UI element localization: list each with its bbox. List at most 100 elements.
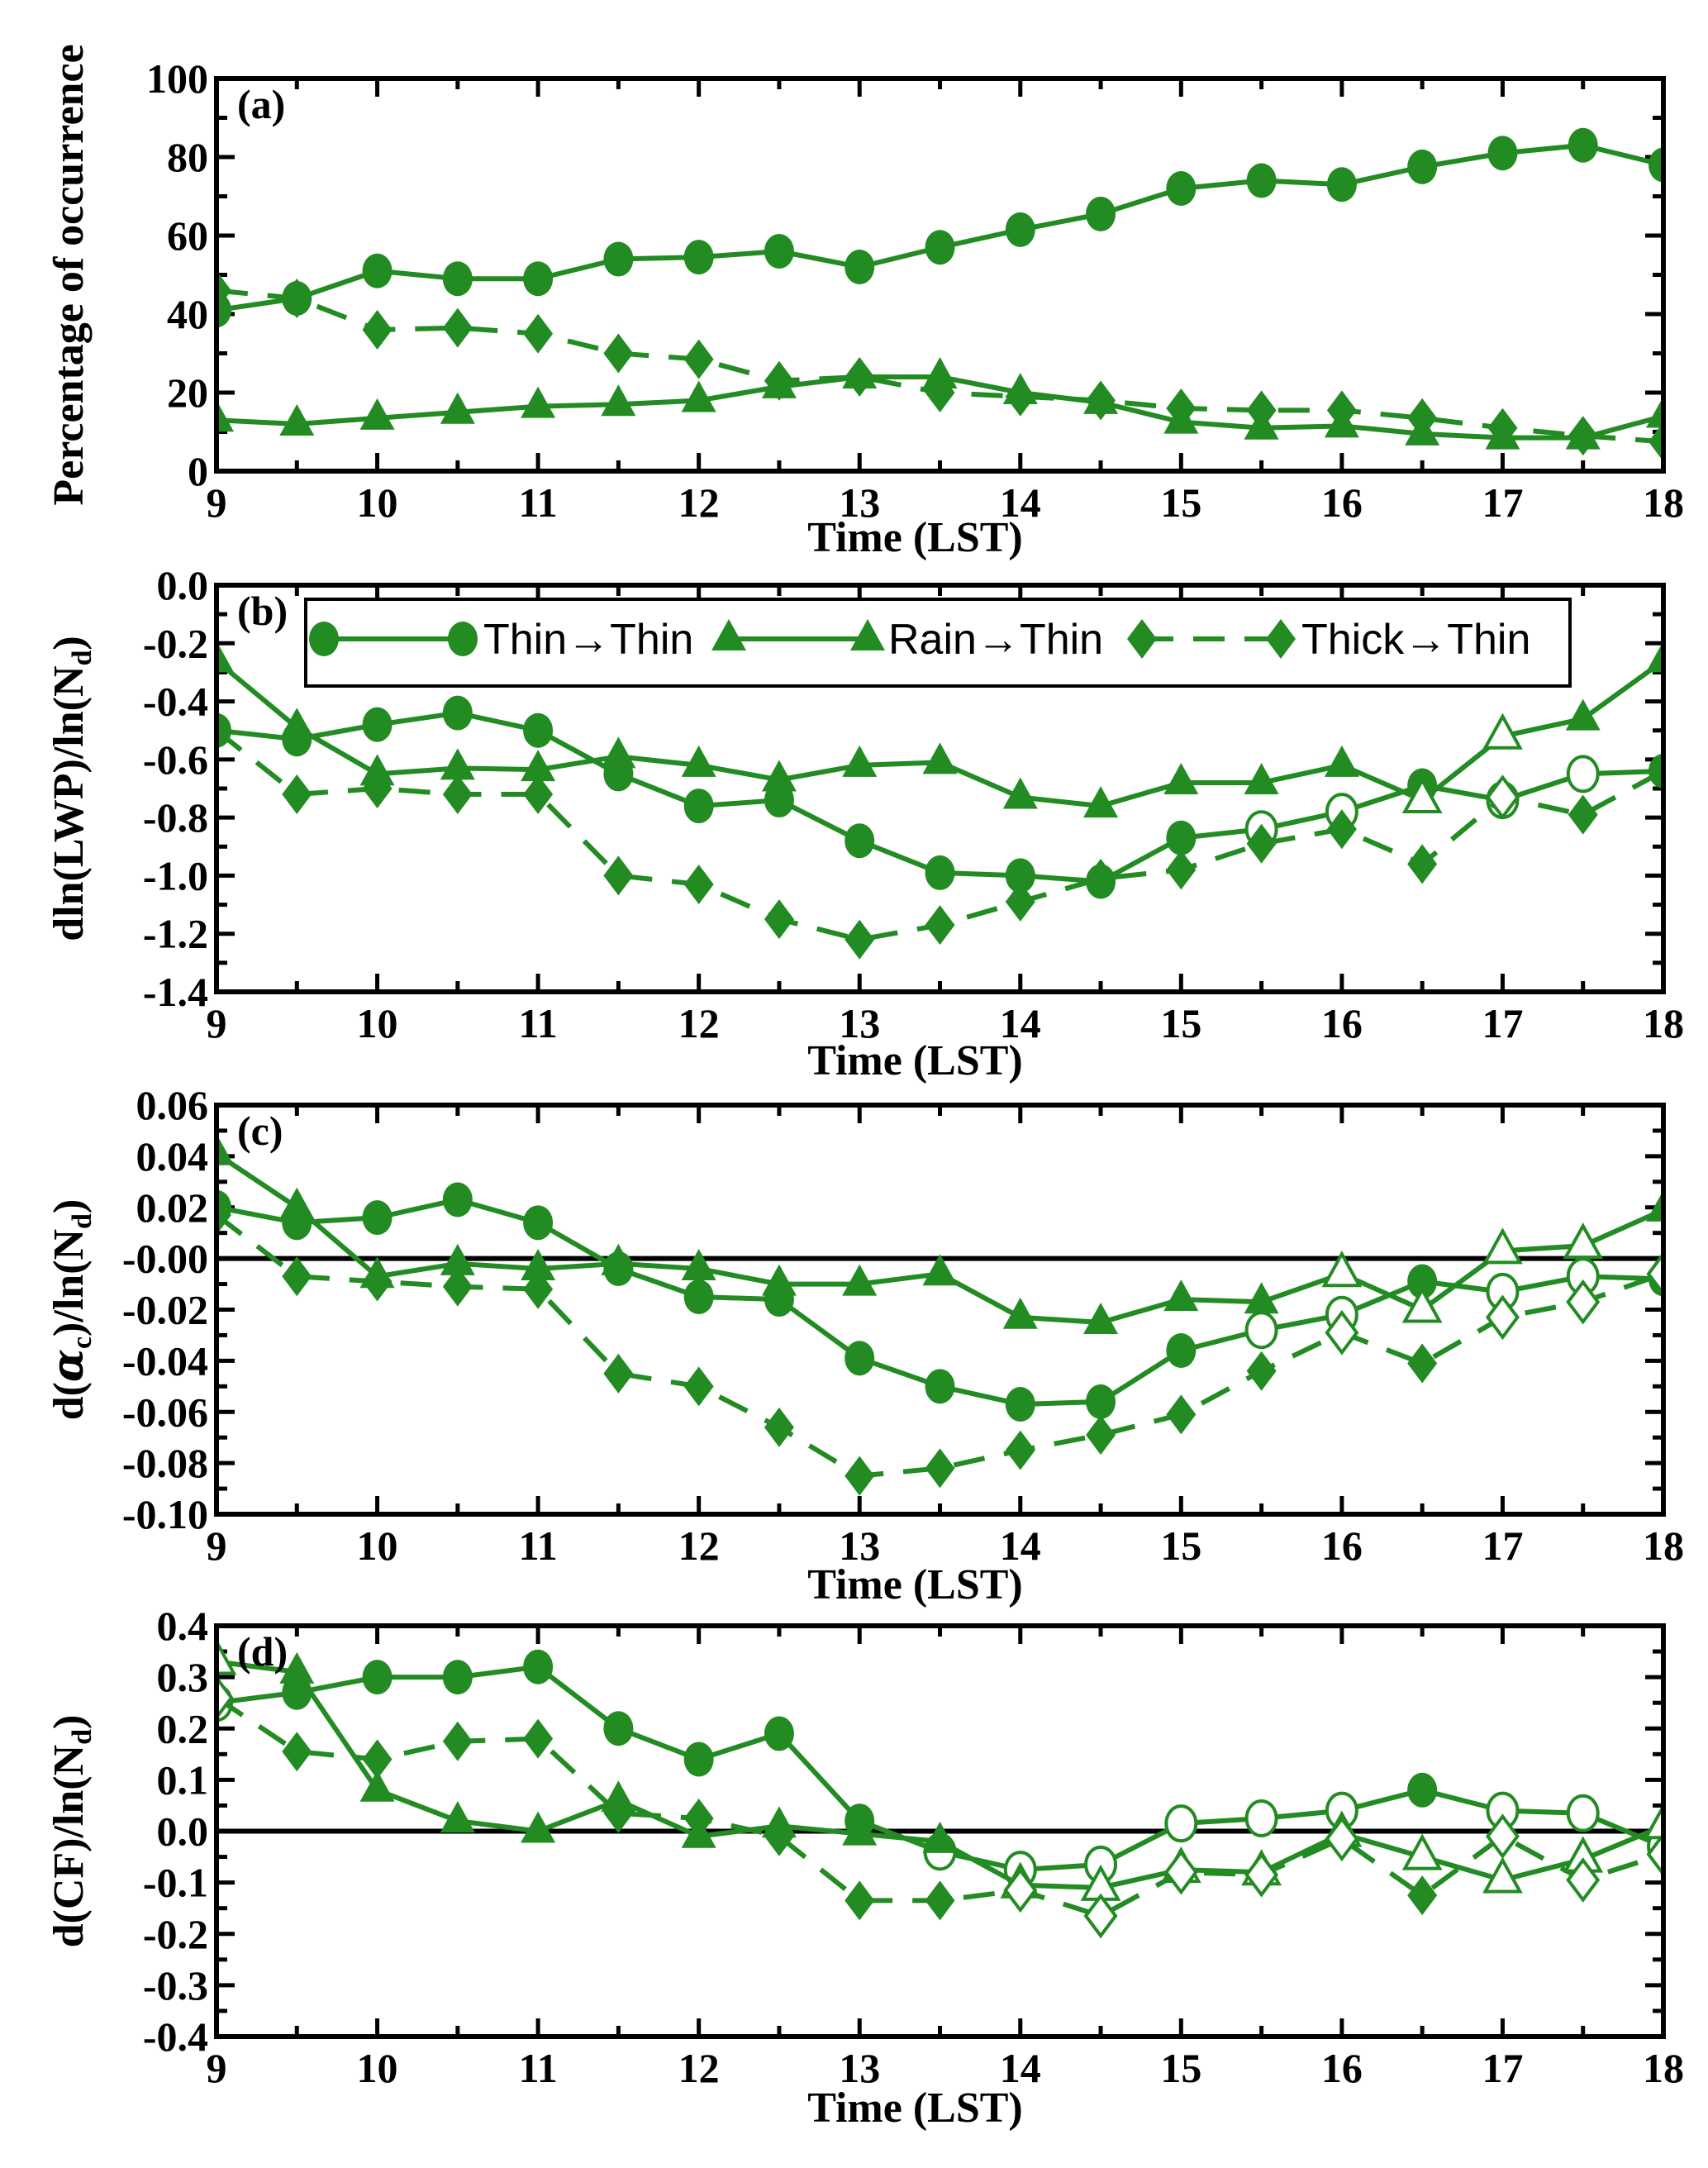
legend-marker-diamond (1127, 619, 1157, 659)
y-axis-label-part: ) (45, 1715, 93, 1729)
y-tick-label: -0.4 (143, 2013, 208, 2060)
x-tick-label: 15 (1160, 479, 1201, 526)
data-point (683, 864, 714, 904)
data-point (1482, 1227, 1523, 1265)
data-point (216, 1638, 237, 1675)
data-point (603, 1353, 634, 1394)
data-point (216, 1133, 234, 1165)
x-axis-label: Time (LST) (807, 1037, 1023, 1084)
y-tick-label: 0.4 (157, 1603, 209, 1649)
data-point (683, 339, 714, 379)
data-point (1326, 167, 1357, 203)
legend-item: Thin→Thin (309, 616, 693, 664)
y-tick-label: 20 (167, 369, 208, 416)
data-point (1563, 1222, 1604, 1260)
data-point (442, 695, 473, 731)
y-tick-label: 0.04 (136, 1133, 209, 1179)
x-tick-label: 12 (678, 1522, 720, 1569)
data-point (925, 1880, 955, 1921)
x-tick-label: 14 (1000, 479, 1041, 526)
y-axis-label-part: α (43, 1349, 93, 1382)
data-point (1482, 1856, 1523, 1894)
data-point (1401, 1286, 1443, 1323)
data-point (1566, 1857, 1601, 1903)
data-point (362, 1739, 393, 1780)
data-point (1166, 1394, 1197, 1435)
series-triangle (216, 1133, 1663, 1334)
series-diamond (216, 1195, 1663, 1496)
data-point (925, 1369, 955, 1404)
y-tick-label: 40 (167, 291, 208, 337)
data-point (764, 1716, 794, 1751)
data-point (681, 1249, 716, 1280)
plot-frame (214, 1103, 1666, 1517)
data-point (1485, 774, 1520, 820)
data-point (1086, 1415, 1116, 1456)
data-point (1407, 1772, 1438, 1808)
data-point (1646, 396, 1663, 428)
data-point (1649, 147, 1663, 183)
data-point (1325, 1310, 1359, 1356)
data-point (844, 1341, 875, 1376)
x-tick-label: 9 (207, 1522, 227, 1569)
y-tick-label: -0.2 (143, 620, 208, 666)
y-tick-label: -0.8 (143, 794, 208, 841)
data-point (521, 1811, 556, 1843)
y-axis-label-part: dln(LWP)/ln(N (45, 665, 93, 941)
x-tick-label: 17 (1482, 1522, 1523, 1569)
data-point (1244, 1851, 1279, 1898)
x-tick-label: 16 (1321, 1522, 1363, 1569)
x-tick-label: 18 (1643, 1000, 1684, 1046)
y-tick-label: -0.4 (143, 679, 208, 725)
y-tick-label: 80 (167, 134, 208, 180)
data-point (683, 789, 714, 824)
legend-marker-circle (309, 622, 339, 656)
data-point (1166, 850, 1197, 890)
data-point (1326, 809, 1357, 850)
data-point (1163, 762, 1199, 794)
panel-b: 9 10 11 12 13 14 15 16 17 18 -1.4 -1.2 -1.0 -0.8 -0.6 -… (45, 562, 1684, 1084)
data-point (1487, 136, 1518, 171)
data-point (764, 899, 794, 940)
data-point (1244, 762, 1279, 794)
data-point (1164, 1804, 1198, 1843)
y-axis-label-part: )/ln(N (45, 1229, 93, 1337)
data-point (1565, 698, 1601, 731)
x-axis-label: Time (LST) (807, 514, 1023, 561)
panel-label: (b) (237, 588, 288, 634)
legend-label: Rain→Thin (888, 616, 1103, 664)
x-tick-label: 14 (1000, 1000, 1041, 1046)
x-tick-label: 16 (1321, 479, 1363, 526)
y-tick-label: 0.06 (136, 1082, 209, 1128)
x-tick-label: 13 (839, 2045, 880, 2091)
panel-d: 9 10 11 12 13 14 15 16 17 18 -0.4 -0.3 -0.2 -0.1 0.0 0.… (45, 1603, 1684, 2132)
data-point (764, 234, 794, 269)
data-point (925, 230, 955, 265)
data-point (362, 253, 393, 288)
data-point (1568, 794, 1598, 835)
data-point (282, 774, 312, 815)
data-point (440, 748, 475, 780)
data-point (844, 1880, 875, 1921)
x-tick-label: 11 (518, 1000, 557, 1046)
data-point (922, 742, 958, 774)
y-tick-label: -0.08 (122, 1440, 208, 1486)
x-tick-label: 15 (1160, 2045, 1201, 2091)
legend-box (304, 598, 1572, 688)
y-tick-label: -0.00 (122, 1236, 208, 1282)
x-tick-label: 10 (357, 1522, 398, 1569)
data-point (922, 1821, 958, 1853)
data-point (1407, 1264, 1438, 1299)
y-tick-label: -0.2 (143, 1911, 208, 1957)
data-point (603, 1793, 634, 1833)
data-point (1646, 1832, 1663, 1877)
data-point (442, 261, 473, 297)
data-point (523, 774, 554, 815)
data-point (764, 360, 794, 401)
data-point (279, 708, 315, 740)
data-point (1646, 641, 1663, 673)
series-circle (216, 695, 1663, 899)
legend-marker-triangle (850, 619, 885, 650)
legend-label: Thin→Thin (483, 616, 693, 664)
